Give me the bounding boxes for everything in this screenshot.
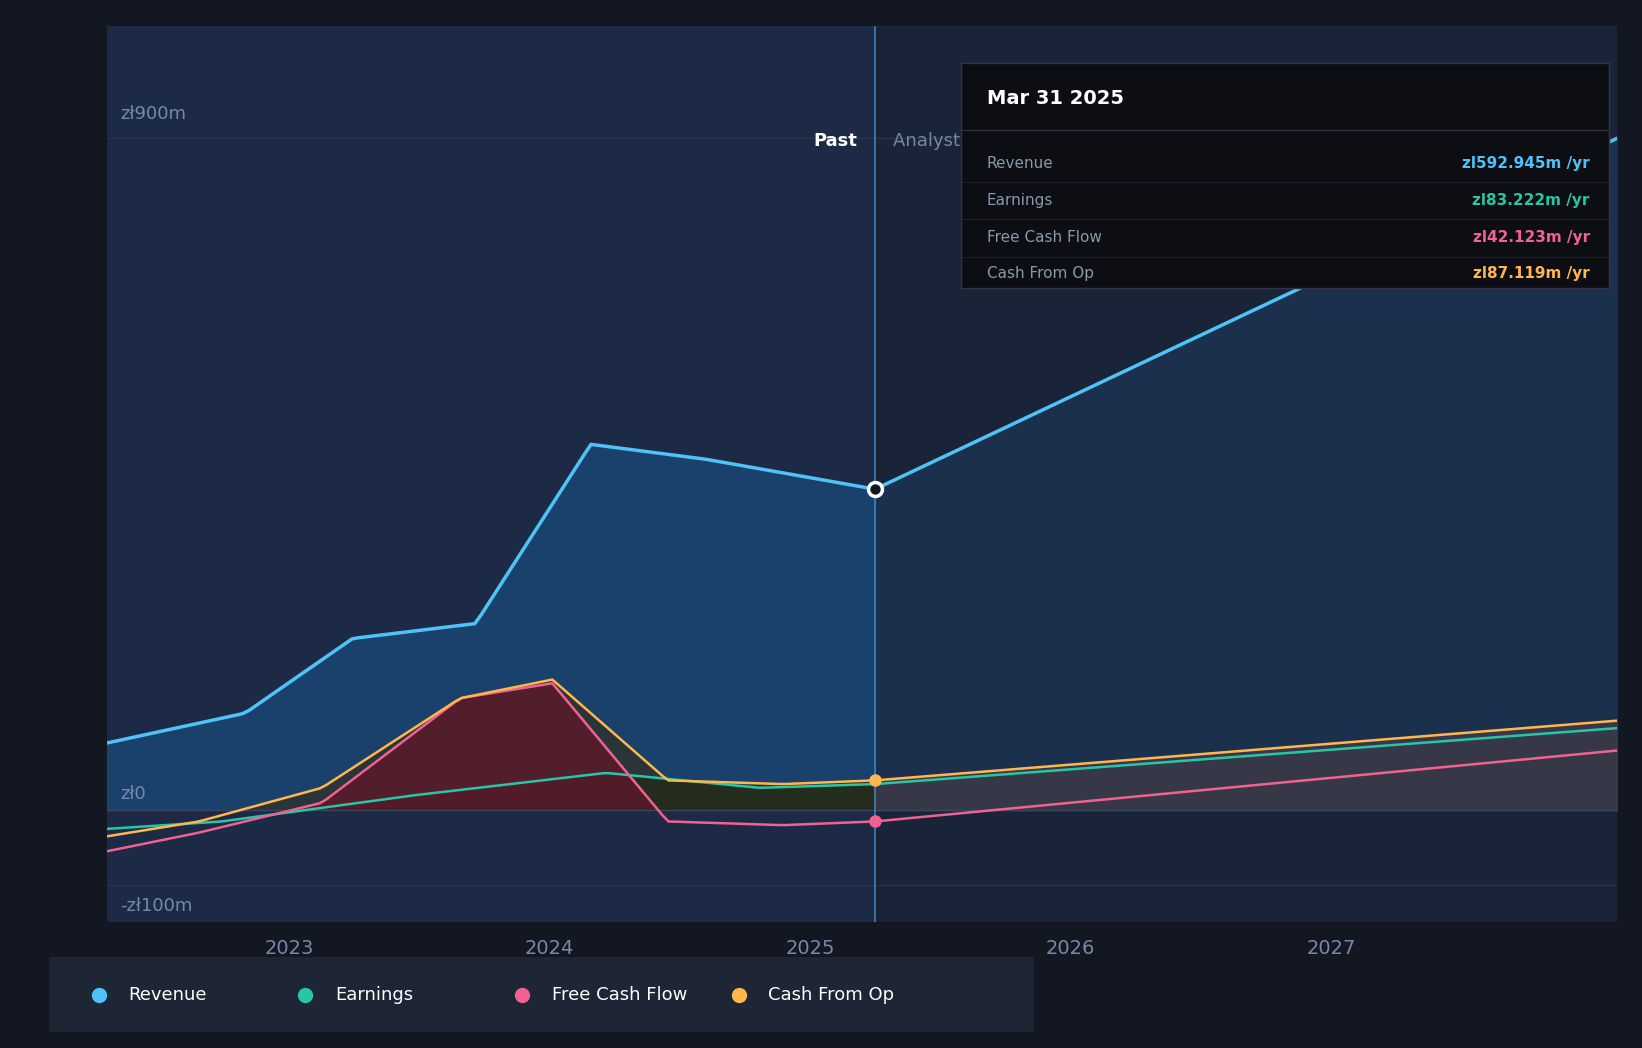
Text: -zł100m: -zł100m — [120, 897, 192, 915]
Text: Earnings: Earnings — [987, 193, 1053, 208]
Bar — [107, 26, 875, 922]
Text: Earnings: Earnings — [335, 985, 414, 1004]
Text: zl87.119m /yr: zl87.119m /yr — [1473, 266, 1589, 281]
Text: Revenue: Revenue — [987, 156, 1053, 171]
Text: Revenue: Revenue — [128, 985, 207, 1004]
Bar — [875, 26, 1617, 922]
Text: Cash From Op: Cash From Op — [768, 985, 895, 1004]
Text: Free Cash Flow: Free Cash Flow — [552, 985, 686, 1004]
Text: zł0: zł0 — [120, 785, 146, 803]
Text: zl83.222m /yr: zl83.222m /yr — [1473, 193, 1589, 208]
Text: zł900m: zł900m — [120, 105, 186, 124]
Text: Past: Past — [813, 132, 857, 150]
Text: Analysts Forecasts: Analysts Forecasts — [893, 132, 1061, 150]
Text: Mar 31 2025: Mar 31 2025 — [987, 89, 1123, 108]
Text: Cash From Op: Cash From Op — [987, 266, 1094, 281]
Text: zl42.123m /yr: zl42.123m /yr — [1473, 230, 1589, 245]
Text: Free Cash Flow: Free Cash Flow — [987, 230, 1102, 245]
Text: zl592.945m /yr: zl592.945m /yr — [1461, 156, 1589, 171]
